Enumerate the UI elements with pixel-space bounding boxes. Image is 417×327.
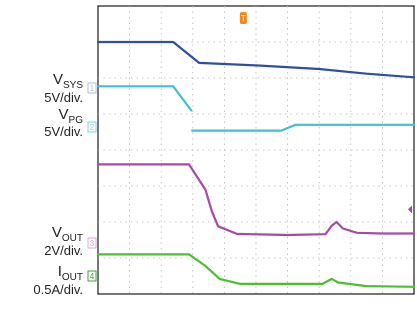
channel-marker-number-iout: 4 [90,272,95,281]
label-iout: IOUT [58,263,83,283]
grid-lines [98,6,414,294]
markers: T [239,12,412,214]
channel-marker-number-out: 3 [90,239,95,248]
label-out: VOUT [52,224,83,244]
channel-marker-number-pg: 2 [90,123,95,132]
channel-marker-number-sys: 1 [90,84,95,93]
scale-out: 2V/div. [44,243,83,258]
scale-sys: 5V/div. [44,90,83,105]
trace-pg [96,85,193,112]
trace-pg [191,123,416,132]
trace-out [96,163,416,237]
scale-pg: 5V/div. [44,124,83,139]
edge-level-marker-icon [408,205,412,214]
channel-marker-sys [87,82,97,94]
scale-iout: 0.5A/div. [33,282,83,297]
channel-marker-iout [87,270,97,282]
trigger-marker-label: T [241,14,246,23]
channel-marker-out [87,237,97,249]
label-sys: VSYS [53,71,83,91]
traces [96,40,416,288]
trigger-marker-icon [239,12,247,24]
channel-marker-pg [87,121,97,133]
label-pg: VPG [59,106,84,126]
trace-sys [96,40,416,79]
trace-iout [96,253,416,288]
